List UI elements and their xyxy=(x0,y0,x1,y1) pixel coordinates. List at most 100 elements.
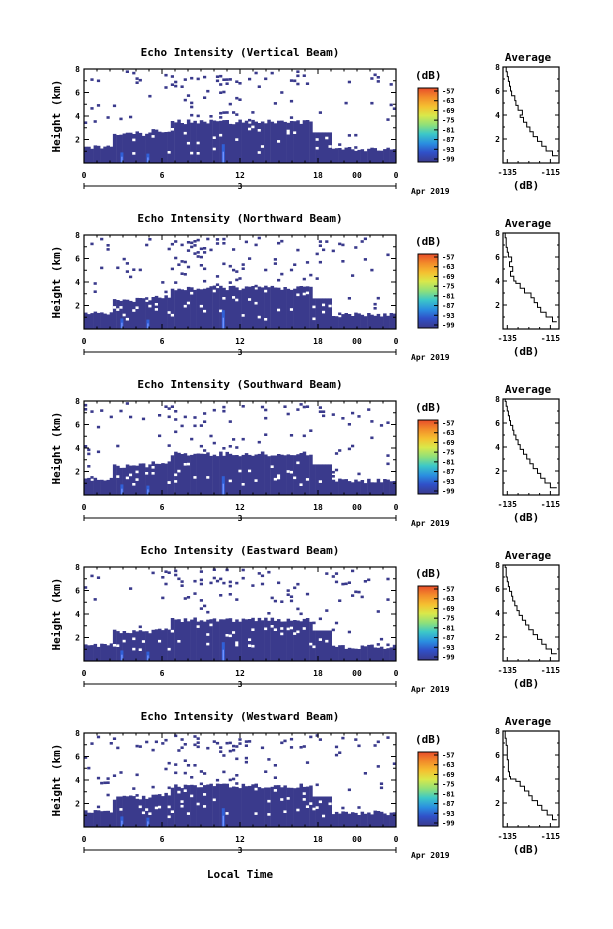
echo-cell xyxy=(347,297,351,300)
echo-gap xyxy=(170,810,174,813)
echo-column xyxy=(222,120,226,163)
echo-column xyxy=(318,630,323,661)
echo-gap xyxy=(151,472,155,475)
echo-cell xyxy=(232,748,236,752)
echo-cell xyxy=(257,572,261,575)
date-label: Apr 2019 xyxy=(411,851,450,860)
x-tick-label: 6 xyxy=(160,669,165,678)
echo-column xyxy=(225,290,229,329)
echo-column xyxy=(379,646,384,661)
echo-gap xyxy=(305,478,310,481)
echo-gap xyxy=(264,289,268,293)
echo-cell xyxy=(183,273,187,276)
echo-cell xyxy=(379,637,384,641)
echo-cell xyxy=(293,79,297,83)
echo-column xyxy=(84,312,88,329)
echo-cell xyxy=(219,594,223,597)
echo-column xyxy=(331,479,336,495)
echo-column xyxy=(379,482,384,495)
echo-gap xyxy=(180,804,184,808)
echo-column xyxy=(203,288,207,329)
echo-cell xyxy=(186,249,191,252)
echo-gap xyxy=(174,473,178,477)
echo-column xyxy=(302,286,307,329)
average-y-tick-label: 8 xyxy=(495,727,500,736)
echo-cell xyxy=(196,255,200,258)
echo-column xyxy=(129,633,133,661)
echo-column xyxy=(325,796,329,827)
echo-gap xyxy=(309,642,313,646)
echo-cell xyxy=(225,111,229,114)
echo-cell xyxy=(103,781,107,785)
echo-column xyxy=(141,631,146,661)
echo-cell xyxy=(315,783,319,787)
echo-column xyxy=(376,478,381,495)
echo-column xyxy=(383,813,387,827)
echo-cell xyxy=(203,412,207,415)
heatmap-cells xyxy=(84,568,397,661)
echo-cell xyxy=(96,425,101,429)
echo-gap xyxy=(167,151,171,154)
y-tick-label: 8 xyxy=(75,729,80,738)
echo-column xyxy=(267,620,271,661)
echo-column xyxy=(315,796,320,827)
echo-cell xyxy=(302,405,306,409)
echo-cell xyxy=(135,81,139,84)
echo-column xyxy=(273,785,278,827)
echo-column xyxy=(161,630,165,661)
heatmap-cells xyxy=(84,236,397,329)
echo-column xyxy=(341,149,345,163)
echo-gap xyxy=(112,306,117,309)
echo-cell xyxy=(235,80,239,83)
echo-cell xyxy=(235,774,239,777)
colorbar-unit: (dB) xyxy=(415,733,442,746)
colorbar xyxy=(417,419,439,495)
x-tick-label: 0 xyxy=(394,337,399,346)
echo-column xyxy=(363,813,368,827)
echo-column xyxy=(186,119,191,163)
colorbar-tick-label: -93 xyxy=(442,146,455,154)
echo-column xyxy=(232,124,236,163)
echo-cell xyxy=(106,781,110,784)
x-tick-label: 0 xyxy=(394,835,399,844)
echo-cell xyxy=(232,744,236,748)
echo-column xyxy=(360,149,365,163)
y-tick-label: 6 xyxy=(75,587,80,596)
echo-cell xyxy=(122,257,126,261)
echo-cell xyxy=(386,577,390,581)
echo-column xyxy=(132,465,136,495)
echo-column xyxy=(357,149,361,163)
echo-column xyxy=(167,461,172,495)
echo-column xyxy=(373,647,377,661)
average-y-tick-label: 8 xyxy=(495,561,500,570)
echo-cell xyxy=(196,251,200,254)
average-y-tick-label: 4 xyxy=(495,111,500,120)
echo-cell xyxy=(260,582,265,586)
strong-echo-core xyxy=(121,156,123,163)
echo-gap xyxy=(328,802,332,806)
panel-title: Echo Intensity (Westward Beam) xyxy=(141,710,340,723)
echo-cell xyxy=(215,242,220,245)
echo-column xyxy=(379,811,384,827)
echo-column xyxy=(109,146,114,163)
echo-cell xyxy=(376,765,380,768)
echo-cell xyxy=(222,754,226,757)
echo-column xyxy=(109,812,114,827)
echo-column xyxy=(328,630,332,661)
echo-cell xyxy=(196,737,200,740)
echo-gap xyxy=(186,462,191,466)
echo-cell xyxy=(106,793,110,797)
echo-cell xyxy=(199,264,203,267)
echo-column xyxy=(264,617,268,661)
echo-column xyxy=(225,783,229,827)
echo-column xyxy=(151,297,155,329)
echo-gap xyxy=(154,303,158,306)
echo-gap xyxy=(151,466,155,469)
echo-cell xyxy=(273,599,277,603)
echo-column xyxy=(260,121,265,163)
echo-cell xyxy=(219,116,223,119)
echo-cell xyxy=(193,735,197,738)
echo-column xyxy=(341,479,345,495)
y-tick-label: 4 xyxy=(75,776,80,785)
average-x-tick-label: -135 xyxy=(498,334,517,343)
